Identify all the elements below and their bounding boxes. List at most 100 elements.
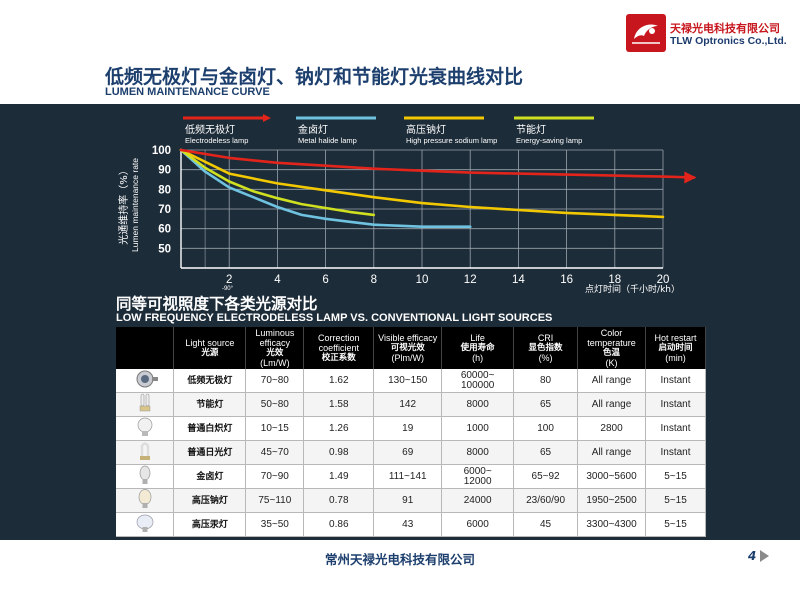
legend-label-en: Metal halide lamp [298, 136, 357, 145]
cell-name: 节能灯 [173, 392, 247, 417]
table-row: 高压钠灯 75~110 0.78 91 24000 23/60/90 1950~2500 5~… [116, 488, 706, 513]
header-cn: 色温 [603, 348, 621, 358]
cell-restart: Instant [645, 369, 706, 393]
cell-coef: 0.78 [303, 488, 375, 513]
lamp-image-cell [116, 464, 175, 489]
mercury-lamp-icon [130, 513, 160, 536]
cell-visible: 142 [373, 392, 443, 417]
x-tick-label: 2 [226, 274, 232, 286]
header-cell-blank [116, 327, 175, 369]
x-axis-label: 点灯时间（千小时/kh） [585, 283, 680, 294]
cell-restart: 5~15 [645, 464, 706, 489]
lamp-image-cell [116, 392, 175, 417]
header-en: Light source [185, 338, 235, 348]
cell-cri: 65 [513, 392, 579, 417]
cell-visible: 43 [373, 512, 443, 537]
page-title-en: LUMEN MAINTENANCE CURVE [105, 86, 270, 98]
header-cn: 显色指数 [528, 343, 563, 353]
header-en: Visible efficacy [378, 333, 438, 343]
legend-label-cn: 高压钠灯 [406, 123, 446, 136]
header-en: Life [470, 333, 485, 343]
lamp-image-cell [116, 440, 175, 465]
header-cell: Luminous efficacy 光效 (Lm/W) [245, 327, 305, 369]
cell-ct: All range [577, 392, 646, 417]
metal-halide-lamp-icon [130, 465, 160, 488]
cell-life: 8000 [441, 392, 515, 417]
header-en: Luminous efficacy [255, 328, 295, 348]
cell-name: 普通白炽灯 [173, 416, 247, 441]
cell-cri: 65~92 [513, 464, 579, 489]
table-row: 高压汞灯 35~50 0.86 43 6000 45 3300~4300 5~15 [116, 512, 706, 537]
y-axis-label-cn: 光通维持率（%） [117, 165, 130, 245]
header-en: Color temperature [587, 328, 636, 348]
cell-life: 6000 [441, 512, 515, 537]
cell-name: 高压汞灯 [173, 512, 247, 537]
y-tick-label: 70 [158, 204, 171, 216]
y-tick-label: 100 [152, 145, 171, 157]
lumen-maintenance-chart: 50 60 70 80 90 100 2 4 6 8 10 12 14 16 18 20 -90° 点灯时间（千小… [117, 114, 697, 294]
comparison-table: Light source 光源 Luminous efficacy 光效 (Lm/W) C… [116, 327, 706, 537]
header-cn: 使用寿命 [460, 343, 495, 353]
y-tick-label: 50 [158, 243, 171, 255]
table-header-row: Light source 光源 Luminous efficacy 光效 (Lm/W) C… [116, 327, 706, 369]
legend-label-en: High pressure sodium lamp [406, 136, 497, 145]
next-page-arrow-icon[interactable] [760, 550, 769, 562]
series-line [179, 148, 472, 228]
cell-efficacy: 70~90 [245, 464, 305, 489]
x-tick-label: 4 [274, 274, 281, 286]
page-number: 4 [748, 549, 757, 563]
header-cn: 校正系数 [321, 353, 356, 363]
lamp-image-cell [116, 488, 175, 513]
cell-coef: 0.86 [303, 512, 375, 537]
cell-restart: Instant [645, 392, 706, 417]
cell-restart: Instant [645, 440, 706, 465]
logo-mark-icon [626, 14, 666, 52]
header-en: Hot restart [654, 333, 697, 343]
y-axis-label-en: Lumen maintenance rate [130, 158, 140, 252]
cell-restart: Instant [645, 416, 706, 441]
header-unit: (h) [472, 353, 484, 363]
header-cn: 可视光效 [390, 343, 425, 353]
header-unit: (Plm/W) [391, 353, 424, 363]
header-cell: Life 使用寿命 (h) [441, 327, 515, 369]
x-tick-label: 12 [464, 274, 477, 286]
energy-saving-lamp-icon [130, 393, 160, 416]
angle-annotation: -90° [222, 286, 234, 292]
x-tick-label: 8 [371, 274, 377, 286]
legend-label-cn: 低频无极灯 [185, 123, 235, 136]
table-row: 节能灯 50~80 1.58 142 8000 65 All range Instant [116, 392, 706, 417]
cell-visible: 130~150 [373, 369, 443, 393]
header-cn: 光效 [266, 348, 284, 358]
cell-life: 8000 [441, 440, 515, 465]
header-cell: CRI 显色指数 (%) [513, 327, 579, 369]
table-row: 普通日光灯 45~70 0.98 69 8000 65 All range Instant [116, 440, 706, 465]
cell-name: 低频无极灯 [173, 369, 247, 393]
page-title-cn: 低频无极灯与金卤灯、钠灯和节能灯光衰曲线对比 [105, 66, 524, 88]
cell-coef: 0.98 [303, 440, 375, 465]
incandescent-bulb-icon [130, 417, 160, 440]
header-unit: (min) [665, 353, 686, 363]
cell-ct: 3300~4300 [577, 512, 646, 537]
series-line [179, 148, 696, 179]
cell-ct: All range [577, 440, 646, 465]
header-cn: 光源 [201, 348, 219, 358]
y-tick-label: 80 [158, 184, 171, 196]
legend-arrow-icon [263, 114, 271, 122]
header-cell: Light source 光源 [173, 327, 247, 369]
cell-life: 24000 [441, 488, 515, 513]
cell-efficacy: 75~110 [245, 488, 305, 513]
cell-name: 高压钠灯 [173, 488, 247, 513]
cell-cri: 45 [513, 512, 579, 537]
header-en: CRI [537, 333, 554, 343]
cell-cri: 100 [513, 416, 579, 441]
header-cell: Visible efficacy 可视光效 (Plm/W) [373, 327, 443, 369]
cell-cri: 23/60/90 [513, 488, 579, 513]
sodium-lamp-icon [130, 489, 160, 512]
section-title-cn: 同等可视照度下各类光源对比 [116, 295, 318, 313]
cell-efficacy: 35~50 [245, 512, 305, 537]
legend-label-cn: 节能灯 [516, 123, 546, 136]
header-en: Correction coefficient [318, 333, 360, 353]
series-line [179, 148, 376, 217]
series-line [179, 148, 665, 219]
